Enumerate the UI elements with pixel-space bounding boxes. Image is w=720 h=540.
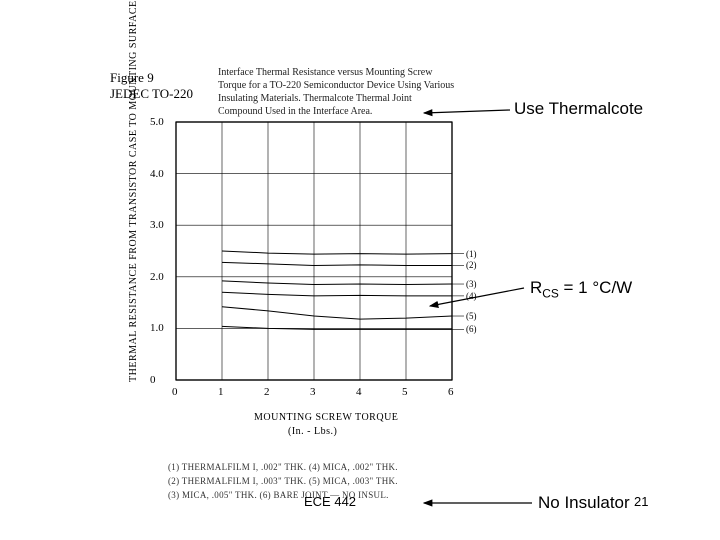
x-tick: 1 xyxy=(218,386,224,398)
y-tick: 0 xyxy=(150,374,156,386)
y-tick: 3.0 xyxy=(150,219,164,231)
series-label: (4) xyxy=(466,291,477,301)
chart-svg xyxy=(0,0,720,540)
series-label: (3) xyxy=(466,279,477,289)
x-tick: 4 xyxy=(356,386,362,398)
x-tick: 0 xyxy=(172,386,178,398)
y-tick: 2.0 xyxy=(150,271,164,283)
y-tick: 1.0 xyxy=(150,322,164,334)
series-label: (2) xyxy=(466,260,477,270)
series-label: (1) xyxy=(466,249,477,259)
x-tick: 2 xyxy=(264,386,270,398)
x-tick: 5 xyxy=(402,386,408,398)
series-label: (6) xyxy=(466,324,477,334)
x-tick: 6 xyxy=(448,386,454,398)
series-label: (5) xyxy=(466,311,477,321)
x-tick: 3 xyxy=(310,386,316,398)
y-tick: 4.0 xyxy=(150,168,164,180)
y-tick: 5.0 xyxy=(150,116,164,128)
